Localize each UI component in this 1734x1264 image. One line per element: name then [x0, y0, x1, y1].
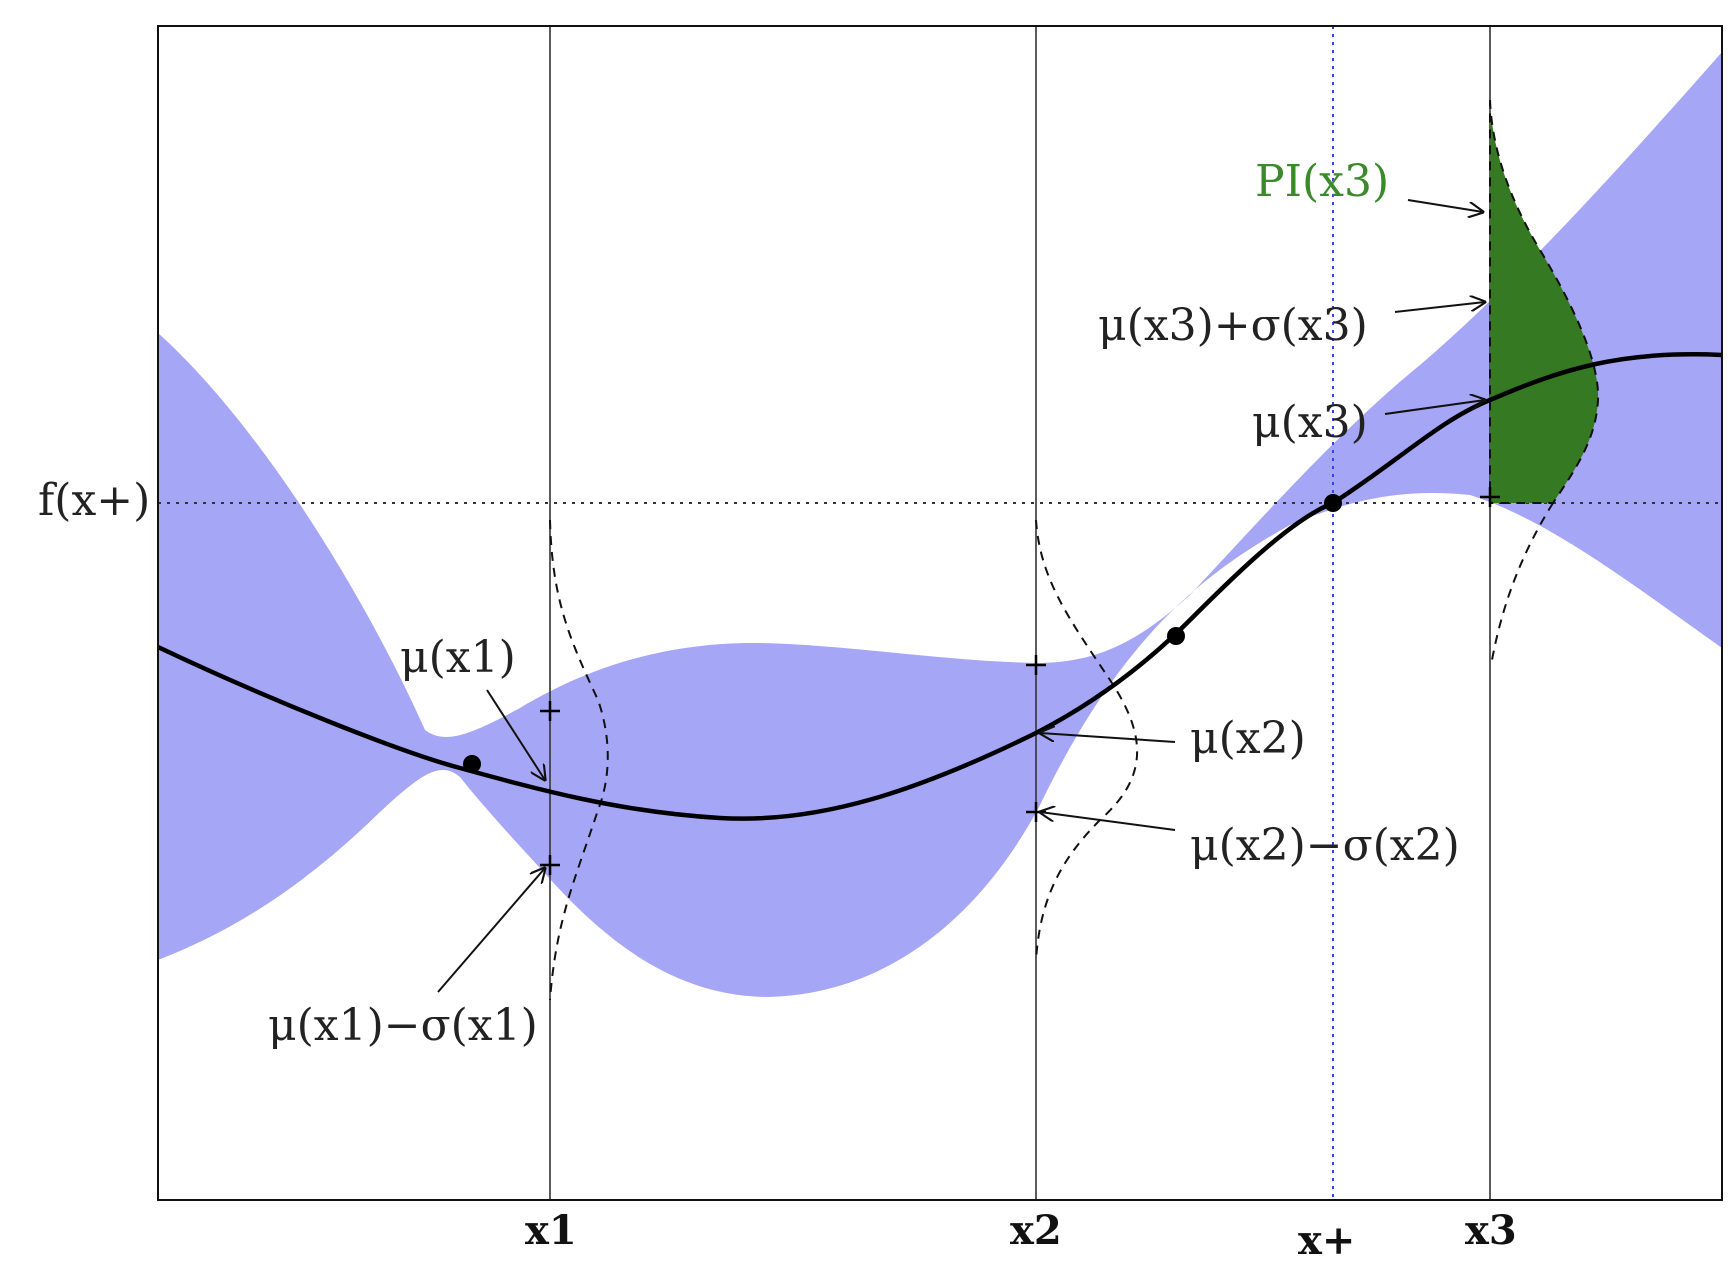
arrow-mu-x3 — [1384, 400, 1485, 415]
y-axis-label: f(x+) — [38, 475, 150, 526]
annotation-mu-x3: μ(x3) — [1252, 397, 1368, 448]
arrow-pi-x3 — [1407, 199, 1483, 212]
arrow-mu-x1-minus-sigma — [437, 868, 545, 993]
observation-point — [463, 755, 481, 773]
annotation-mu-x3-plus-sigma: μ(x3)+σ(x3) — [1098, 300, 1368, 351]
annotation-mu-x1: μ(x1) — [400, 632, 516, 683]
mean-curve — [158, 352, 1722, 821]
confidence-band — [158, 52, 1722, 997]
annotation-mu-x1-minus-sigma: μ(x1)−σ(x1) — [268, 1000, 538, 1051]
annotation-mu-x2-minus-sigma: μ(x2)−σ(x2) — [1190, 820, 1460, 871]
x1-gaussian — [549, 519, 609, 1001]
arrow-mu-x1 — [486, 689, 545, 780]
pi-x3-area — [1489, 99, 1600, 504]
annotation-pi-x3: PI(x3) — [1255, 156, 1389, 207]
x-tick-x2: x2 — [1010, 1207, 1062, 1254]
arrow-mu-x2 — [1040, 733, 1176, 743]
x-tick-xplus: x+ — [1298, 1217, 1355, 1264]
annotation-mu-x2: μ(x2) — [1190, 713, 1306, 764]
arrow-mu-x2-minus-sigma — [1040, 812, 1176, 831]
plot-frame — [157, 25, 1723, 1201]
x2-gaussian — [1035, 519, 1139, 961]
x-tick-x3: x3 — [1465, 1207, 1517, 1254]
plot-area — [158, 26, 1722, 1200]
observation-point — [1324, 494, 1342, 512]
observation-point — [1167, 627, 1185, 645]
x3-gaussian-tail — [1491, 502, 1554, 661]
x-tick-x1: x1 — [525, 1207, 577, 1254]
arrow-mu-x3-plus-sigma — [1394, 302, 1485, 313]
